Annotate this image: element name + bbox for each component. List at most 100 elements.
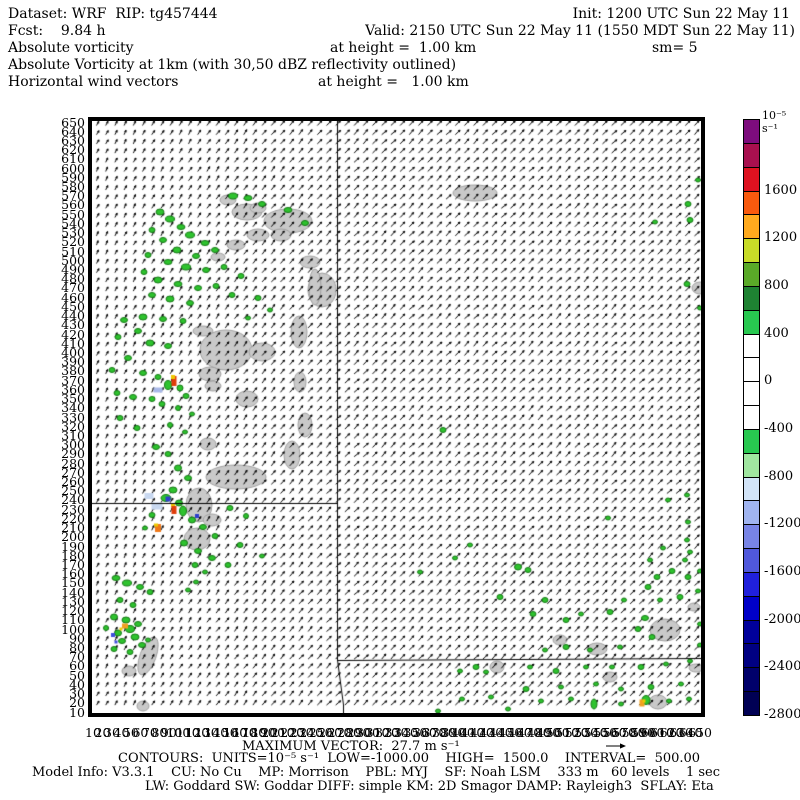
y-axis-tick-label: 60 [69, 658, 85, 674]
colorbar-tick-label: 0 [764, 373, 773, 389]
x-axis-tick-label: 150 [213, 725, 238, 740]
dataset-label: Dataset: WRF RIP: tg457444 [8, 6, 218, 22]
x-axis-tick-label: 340 [394, 725, 418, 740]
x-axis-tick-label: 350 [403, 725, 428, 740]
y-axis-tick-label: 440 [61, 308, 85, 324]
y-axis-tick-label: 460 [61, 289, 85, 305]
x-axis-tick-label: 290 [346, 725, 371, 740]
x-axis-tick-label: 100 [166, 725, 191, 740]
y-axis-tick-label: 40 [69, 676, 85, 692]
x-axis-tick-label: 30 [104, 725, 120, 740]
y-axis-tick-label: 520 [61, 234, 85, 250]
smoothing-label: sm= 5 [652, 40, 698, 56]
y-axis-tick-label: 200 [61, 529, 85, 545]
y-axis-tick-label: 340 [61, 400, 85, 416]
field1-name-label: Absolute vorticity [8, 40, 134, 56]
y-axis-tick-label: 330 [61, 409, 85, 425]
x-axis-tick-label: 170 [232, 725, 257, 740]
x-axis-tick-label: 420 [469, 725, 494, 740]
x-axis-tick-label: 380 [431, 725, 456, 740]
colorbar-cell [743, 571, 760, 597]
x-axis-tick-label: 630 [669, 725, 693, 740]
y-axis-tick-label: 510 [61, 243, 85, 259]
x-axis-tick-label: 320 [375, 725, 399, 740]
colorbar-cell [743, 667, 760, 693]
x-axis-tick-label: 270 [327, 725, 352, 740]
x-axis-tick-label: 460 [507, 725, 532, 740]
x-axis-tick-label: 650 [688, 725, 712, 740]
colorbar-cell [743, 357, 760, 383]
x-axis-tick-label: 60 [132, 725, 149, 740]
model-physics-label: LW: Goddard SW: Goddar DIFF: simple KM: … [145, 779, 714, 794]
x-axis-tick-label: 200 [261, 725, 286, 740]
y-axis-tick-label: 620 [61, 142, 85, 158]
y-axis-tick-label: 260 [61, 474, 85, 490]
y-axis-tick-label: 290 [61, 446, 85, 462]
x-axis-tick-label: 410 [460, 725, 485, 740]
colorbar-cell [743, 285, 760, 311]
colorbar-cell [743, 405, 760, 430]
y-axis-tick-label: 580 [61, 179, 85, 195]
forecast-hour-label: Fcst: 9.84 h [8, 23, 106, 39]
colorbar-cell [743, 476, 760, 502]
x-axis-tick-label: 390 [441, 725, 466, 740]
y-axis-tick-label: 170 [61, 557, 85, 572]
x-axis-tick-label: 300 [356, 725, 380, 740]
y-axis-tick-label: 100 [61, 621, 85, 637]
colorbar-cell [743, 500, 760, 526]
colorbar-tick-label: 1600 [764, 182, 798, 198]
colorbar-cell [743, 238, 760, 264]
y-axis-tick-label: 430 [61, 317, 85, 333]
x-axis-tick-label: 520 [564, 725, 589, 740]
plot-title: Absolute Vorticity at 1km (with 30,50 dB… [8, 57, 457, 73]
x-axis-tick-label: 480 [526, 725, 551, 740]
x-axis-tick-label: 220 [280, 725, 305, 740]
y-axis-tick-label: 130 [61, 593, 85, 609]
x-axis-tick-label: 470 [517, 725, 542, 740]
colorbar-cell [743, 119, 760, 144]
x-axis-tick-label: 540 [583, 725, 608, 740]
colorbar-units-label: 10⁻⁵ s⁻¹ [762, 109, 787, 135]
y-axis-tick-label: 310 [61, 427, 85, 443]
plot-frame [88, 117, 705, 717]
x-axis-tick-label: 370 [422, 725, 447, 740]
x-axis-tick-label: 70 [141, 725, 158, 740]
x-axis-tick-label: 160 [223, 725, 248, 740]
y-axis-tick-label: 470 [61, 280, 85, 296]
y-axis-tick-label: 380 [61, 363, 85, 379]
y-axis-tick-label: 300 [61, 437, 85, 453]
x-axis-tick-label: 580 [621, 725, 646, 740]
x-axis-tick-label: 280 [337, 725, 361, 740]
colorbar-cell [743, 166, 760, 192]
x-axis-tick-label: 640 [678, 725, 703, 740]
y-axis-tick-label: 210 [61, 520, 85, 536]
colorbar-cell [743, 142, 760, 168]
y-axis-tick-label: 650 [61, 114, 85, 130]
x-axis-tick-label: 360 [413, 725, 437, 740]
colorbar-cell [743, 333, 760, 359]
y-axis-tick-label: 480 [61, 271, 85, 287]
y-axis-tick-label: 400 [61, 344, 85, 360]
x-axis-tick-label: 550 [593, 725, 618, 740]
colorbar-tick-label: -1600 [764, 563, 800, 579]
y-axis-tick-label: 180 [61, 547, 85, 563]
y-axis-tick-label: 450 [61, 298, 85, 314]
y-axis-tick-label: 600 [61, 160, 85, 176]
y-axis-tick-label: 140 [61, 584, 85, 600]
colorbar-tick-label: 1200 [764, 230, 798, 246]
colorbar-cell [743, 309, 760, 335]
colorbar-tick-label: -2800 [764, 707, 800, 722]
colorbar-cell [743, 524, 760, 550]
y-axis-tick-label: 390 [61, 354, 85, 370]
y-axis-tick-label: 550 [61, 206, 85, 222]
colorbar-cell [743, 691, 760, 716]
x-axis-tick-label: 570 [612, 725, 637, 740]
x-axis-tick-label: 80 [151, 725, 168, 740]
x-axis-tick-label: 490 [536, 725, 561, 740]
y-axis-tick-label: 280 [61, 455, 85, 471]
valid-time-label: Valid: 2150 UTC Sun 22 May 11 (1550 MDT … [365, 23, 795, 39]
field2-height-label: at height = 1.00 km [318, 74, 469, 90]
x-axis-tick-label: 510 [555, 725, 580, 740]
colorbar-cell [743, 619, 760, 645]
y-axis-tick-label: 610 [61, 151, 85, 167]
